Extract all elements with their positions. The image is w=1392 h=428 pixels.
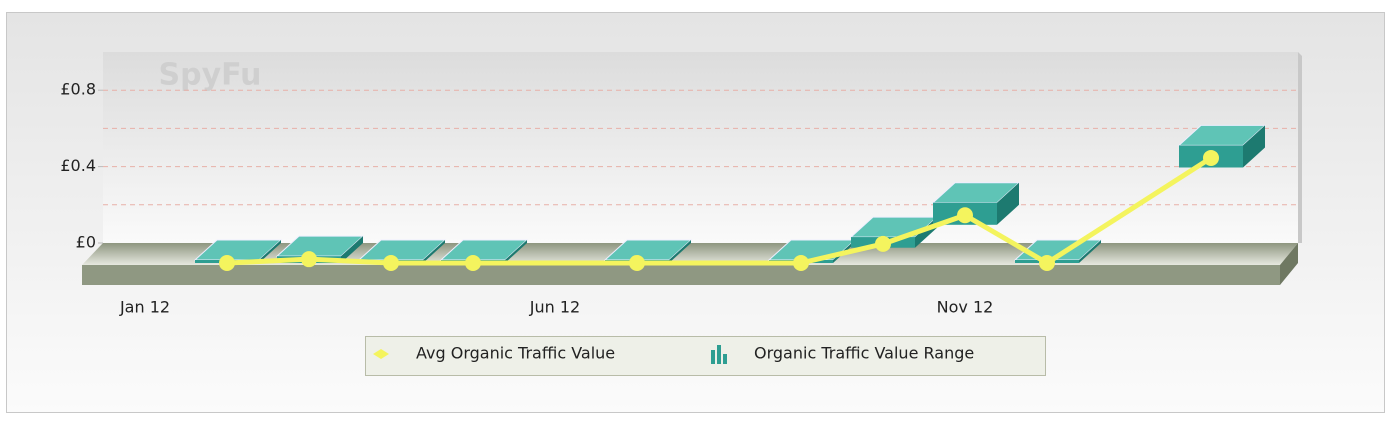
range-side: [259, 240, 281, 263]
floor-front: [82, 265, 1280, 285]
range-side: [1243, 125, 1265, 168]
line-point: [219, 255, 235, 271]
legend-swatch: [717, 345, 721, 364]
line-point: [793, 255, 809, 271]
y-tick-label: £0.8: [60, 80, 96, 99]
range-side: [341, 236, 363, 263]
x-tick-label: Jan 12: [119, 298, 170, 317]
range-side: [505, 240, 527, 263]
line-segment: [1044, 155, 1214, 266]
line-segment: [798, 241, 886, 266]
line-point: [1203, 149, 1219, 166]
range-side: [997, 182, 1019, 225]
line-segment: [306, 256, 394, 266]
legend-swatch: [373, 349, 389, 359]
watermark: SpyFu: [159, 58, 262, 93]
legend-label: Avg Organic Traffic Value: [416, 344, 615, 363]
wall-side: [1298, 52, 1302, 243]
line-point: [957, 207, 973, 224]
floor-side: [1280, 243, 1298, 285]
line-point: [465, 255, 481, 271]
x-tick-label: Jun 12: [529, 298, 580, 317]
line-point: [383, 255, 399, 271]
y-tick-label: £0.4: [60, 156, 96, 175]
line-segment: [224, 256, 312, 266]
y-tick-label: £0: [76, 233, 96, 252]
range-side: [1079, 240, 1101, 263]
line-segment: [962, 212, 1050, 266]
line-point: [1039, 255, 1055, 271]
line-point: [629, 255, 645, 271]
legend: [365, 336, 1046, 376]
legend-label: Organic Traffic Value Range: [754, 344, 974, 363]
line-segment: [880, 212, 968, 247]
line-point: [875, 235, 891, 252]
legend-swatch: [711, 350, 715, 364]
range-side: [669, 240, 691, 263]
back-wall: [103, 52, 1298, 243]
line-point: [301, 251, 317, 268]
range-side: [423, 240, 445, 263]
legend-swatch: [723, 354, 727, 364]
x-tick-label: Nov 12: [937, 298, 994, 317]
